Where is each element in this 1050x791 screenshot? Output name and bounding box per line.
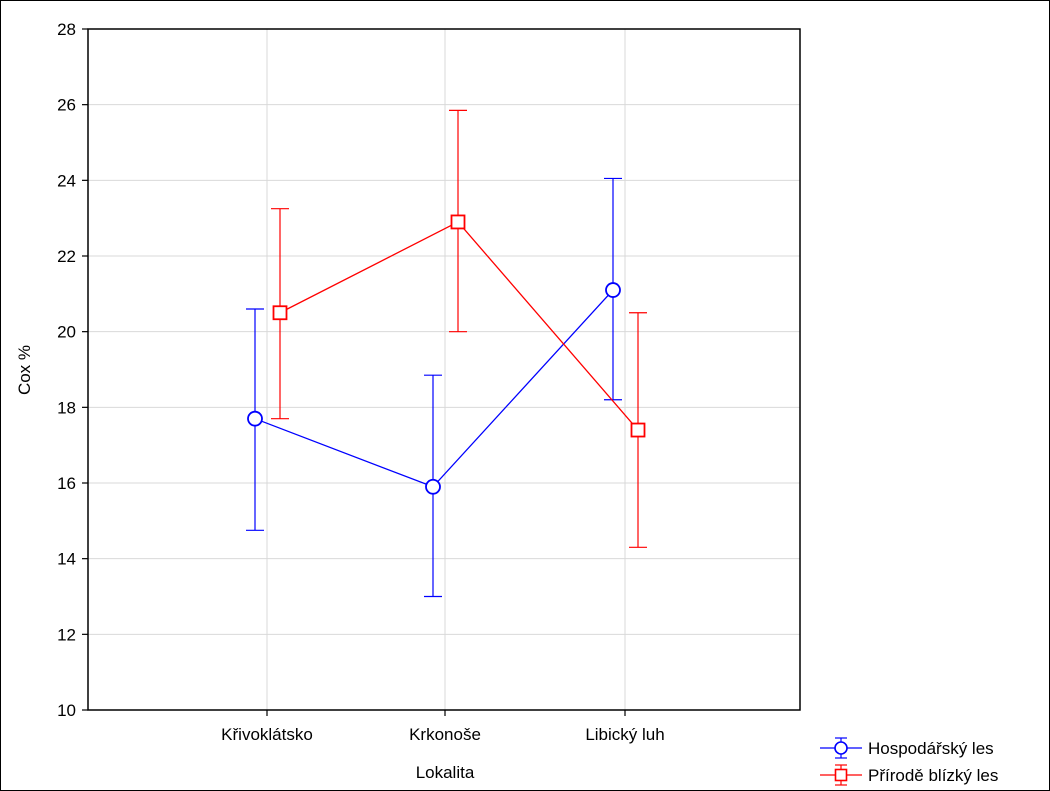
data-point (450, 214, 466, 230)
x-axis-ticks: Křivoklátsko Krkonoše Libický luh (221, 710, 665, 744)
data-point (605, 282, 621, 298)
y-tick-label: 10 (57, 701, 76, 720)
y-tick-label: 26 (57, 96, 76, 115)
y-tick-label: 18 (57, 398, 76, 417)
legend-marker (834, 768, 848, 782)
y-tick-label: 24 (57, 171, 76, 190)
y-axis-ticks: 10 12 14 16 18 20 22 24 26 28 (57, 20, 88, 720)
legend-marker (834, 741, 848, 755)
x-axis-label: Lokalita (416, 763, 475, 782)
data-point (247, 410, 263, 427)
series-line (279, 221, 639, 431)
y-tick-label: 20 (57, 323, 76, 342)
x-tick-label: Libický luh (585, 725, 664, 744)
plot-area (87, 28, 801, 711)
y-tick-label: 12 (57, 625, 76, 644)
data-point (272, 305, 288, 321)
y-tick-label: 14 (57, 550, 76, 569)
legend-label: Hospodářský les (868, 739, 994, 758)
legend: Hospodářský les Přírodě blízký les (820, 737, 998, 786)
series-layer (246, 109, 647, 598)
data-point (630, 422, 646, 438)
grid-lines (88, 29, 800, 710)
data-point (425, 478, 441, 495)
x-tick-label: Krkonoše (409, 725, 481, 744)
y-axis-label: Cox % (15, 345, 34, 395)
x-tick-label: Křivoklátsko (221, 725, 313, 744)
legend-label: Přírodě blízký les (868, 766, 998, 785)
series-line (254, 289, 614, 488)
y-tick-label: 16 (57, 474, 76, 493)
y-tick-label: 22 (57, 247, 76, 266)
y-tick-label: 28 (57, 20, 76, 39)
